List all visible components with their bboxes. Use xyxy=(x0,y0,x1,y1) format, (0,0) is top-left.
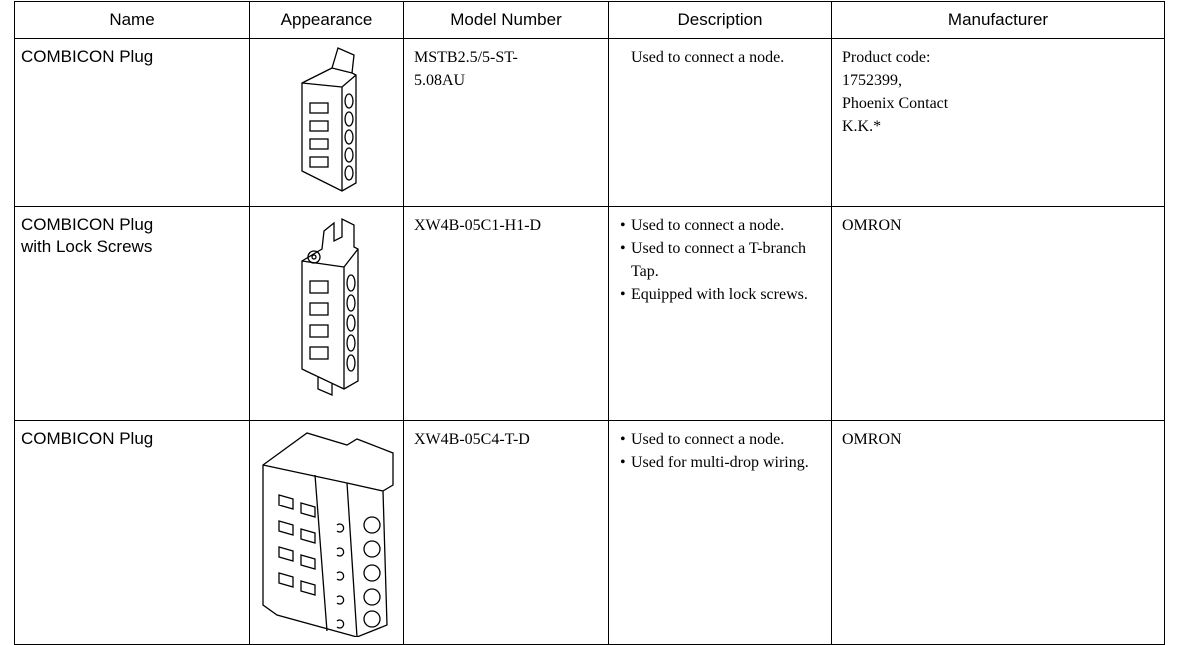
description-item: Used to connect a node. xyxy=(631,49,785,66)
connector-image xyxy=(300,217,359,396)
description-cell: Used to connect a node.Used to connect a… xyxy=(608,206,832,421)
text-line: COMBICON Plug xyxy=(21,47,154,66)
manufacturer-cell: Product code: 1752399, Phoenix Contact K.K.… xyxy=(831,38,1165,207)
manufacturer-cell: OMRON xyxy=(831,206,1165,421)
description-item: Used to connect a node. xyxy=(620,428,821,451)
model-cell: XW4B-05C1-H1-D xyxy=(403,206,609,421)
name-cell: COMBICON Plug xyxy=(14,38,250,207)
text-line: Phoenix Contact xyxy=(842,95,949,112)
column-header: Model Number xyxy=(403,1,609,39)
column-header: Name xyxy=(14,1,250,39)
text-line: XW4B-05C1-H1-D xyxy=(414,217,542,234)
model-cell: MSTB2.5/5-ST- 5.08AU xyxy=(403,38,609,207)
model-cell: XW4B-05C4-T-D xyxy=(403,420,609,645)
text-line: OMRON xyxy=(842,431,902,448)
product-table: Name Appearance Model Number Description Man… xyxy=(14,1,1165,645)
appearance-cell xyxy=(249,38,404,207)
description-item: Used to connect a node. xyxy=(620,214,821,237)
connector-image xyxy=(261,432,394,638)
text-line: XW4B-05C4-T-D xyxy=(414,431,530,448)
table-body: COMBICON Plug MSTB2.5/5-ST- 5.08AU Used to… xyxy=(14,38,1165,645)
column-header: Description xyxy=(608,1,832,39)
description-cell: Used to connect a node.Used for multi-dr… xyxy=(608,420,832,645)
table-row: COMBICON Plug with Lock Screws XW4B-05C1-… xyxy=(14,206,1165,421)
description-item: Used for multi-drop wiring. xyxy=(620,451,821,474)
table-row: COMBICON Plug MSTB2.5/5-ST- 5.08AU Used to… xyxy=(14,38,1165,207)
text-line: 5.08AU xyxy=(414,72,466,89)
name-cell: COMBICON Plug xyxy=(14,420,250,645)
header-row: Name Appearance Model Number Description Man… xyxy=(14,1,1165,39)
column-header: Appearance xyxy=(249,1,404,39)
text-line: MSTB2.5/5-ST- xyxy=(414,49,518,66)
text-line: with Lock Screws xyxy=(21,237,153,256)
name-cell: COMBICON Plug with Lock Screws xyxy=(14,206,250,421)
text-line: COMBICON Plug xyxy=(21,215,154,234)
appearance-cell xyxy=(249,420,404,645)
text-line: 1752399, xyxy=(842,72,902,89)
text-line: OMRON xyxy=(842,217,902,234)
appearance-cell xyxy=(249,206,404,421)
description-cell: Used to connect a node. xyxy=(608,38,832,207)
description-list: Used to connect a node.Used for multi-dr… xyxy=(619,428,821,474)
description-item: Used to connect a T-branch Tap. xyxy=(620,237,821,283)
text-line: Product code: xyxy=(842,49,931,66)
description-item: Equipped with lock screws. xyxy=(620,283,821,306)
text-line: COMBICON Plug xyxy=(21,429,154,448)
text-line: K.K.* xyxy=(842,118,882,135)
column-header: Manufacturer xyxy=(831,1,1165,39)
description-list: Used to connect a node. xyxy=(619,46,821,69)
table-row: COMBICON Plug XW4B-05C4-T-D Used to conne… xyxy=(14,420,1165,645)
connector-image xyxy=(300,47,357,192)
description-list: Used to connect a node.Used to connect a… xyxy=(619,214,821,306)
manufacturer-cell: OMRON xyxy=(831,420,1165,645)
